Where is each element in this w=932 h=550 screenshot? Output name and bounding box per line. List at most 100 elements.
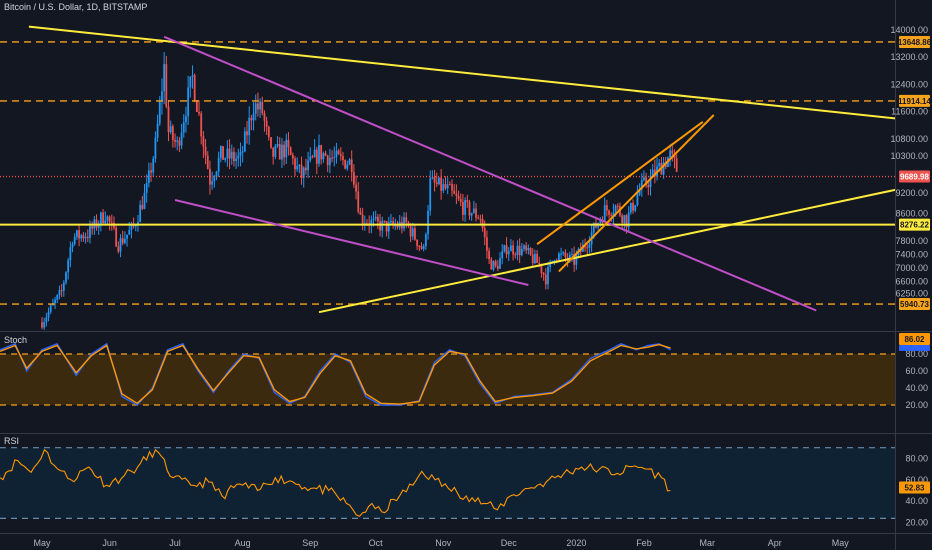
trendline-long-term-support: [318, 188, 895, 314]
candle-body: [470, 213, 473, 216]
candle-body: [440, 177, 443, 191]
candle-body: [106, 216, 109, 221]
candle-body: [466, 200, 469, 203]
candles-group: [0, 25, 895, 330]
candle-body: [154, 137, 157, 159]
candle-body: [359, 211, 362, 215]
candle-body: [499, 258, 501, 269]
stoch-tick-label: 20.00: [905, 400, 928, 410]
candle-body: [516, 245, 519, 256]
price-tick-label: 7400.00: [895, 249, 928, 259]
candle-body: [394, 225, 397, 227]
candle-body: [390, 221, 392, 223]
price-level-tag: [899, 35, 930, 48]
rsi-value-tag: [899, 481, 930, 494]
candle-body: [431, 177, 434, 179]
candle-body: [276, 144, 279, 147]
candle-body: [472, 208, 475, 214]
candle-body: [433, 177, 436, 183]
price-level-tag-label: 8276.22: [900, 221, 929, 230]
candle-body: [152, 158, 155, 173]
stoch-value-tag-2: [899, 345, 930, 351]
candle-body: [283, 144, 285, 158]
candle-body: [104, 220, 107, 224]
candle-body: [141, 204, 144, 209]
time-axis[interactable]: May Jun Jul Aug Sep Oct Nov Dec 2020 Feb Mar Apr May: [33, 538, 849, 548]
candle-body: [49, 305, 52, 312]
price-tick-label: 6250.00: [895, 289, 928, 299]
candle-body: [520, 248, 523, 256]
candle-body: [243, 131, 246, 152]
stoch-pane[interactable]: 80.00 60.00 40.00 20.00 86.02: [0, 333, 930, 410]
candle-body: [41, 322, 43, 328]
candle-body: [357, 191, 360, 212]
price-level-tag-label: 5940.73: [900, 300, 929, 309]
candle-body: [228, 148, 231, 159]
candle-body: [139, 204, 142, 223]
candle-body: [335, 150, 338, 157]
candle-body: [331, 157, 333, 159]
chart-title: Bitcoin / U.S. Dollar, 1D, BITSTAMP: [4, 2, 147, 12]
candle-body: [385, 221, 388, 232]
candle-body: [320, 145, 323, 160]
candle-body: [527, 248, 530, 251]
candle-body: [442, 184, 445, 191]
candle-body: [671, 150, 674, 154]
candle-body: [414, 228, 416, 240]
candle-body: [629, 202, 632, 213]
candle-body: [209, 168, 211, 185]
candle-body: [226, 148, 229, 159]
candle-body: [638, 189, 641, 195]
candle-body: [326, 155, 329, 166]
candle-body: [147, 170, 150, 184]
candle-body: [169, 126, 172, 133]
candle-body: [289, 147, 292, 155]
candle-body: [145, 183, 148, 193]
candle-body: [492, 261, 495, 270]
candle-body: [176, 140, 179, 142]
candle-body: [150, 170, 152, 173]
candle-body: [134, 225, 137, 227]
candle-body: [588, 244, 591, 248]
candle-body: [202, 136, 205, 147]
candle-body: [459, 198, 462, 203]
trendline-channel-lower: [174, 199, 529, 286]
time-tick-label: Jun: [102, 538, 117, 548]
candle-body: [669, 150, 672, 158]
candle-body: [486, 237, 488, 251]
candle-body: [56, 295, 59, 300]
candle-body: [252, 113, 255, 121]
time-tick-label: Oct: [369, 538, 384, 548]
candle-body: [555, 260, 558, 262]
rsi-band: [0, 447, 895, 519]
candle-body: [448, 184, 451, 186]
rsi-label: RSI: [4, 436, 19, 446]
candle-body: [647, 185, 650, 188]
candle-body: [603, 205, 606, 222]
candle-body: [246, 131, 248, 136]
price-tick-label: 11600.00: [891, 107, 928, 117]
rsi-tick-label: 80.00: [905, 453, 928, 463]
price-level-tag: [899, 170, 930, 183]
candle-body: [344, 160, 347, 169]
candle-body: [215, 171, 218, 178]
stoch-value-tag: [899, 333, 930, 345]
candle-body: [254, 103, 257, 114]
candle-body: [75, 230, 78, 237]
candle-body: [337, 150, 340, 155]
rsi-pane[interactable]: 80.00 60.00 40.00 20.00 52.83: [0, 447, 930, 528]
candle-body: [422, 246, 425, 249]
candle-body: [481, 219, 484, 228]
stoch-tick-label: 80.00: [905, 349, 928, 359]
candle-body: [315, 149, 318, 164]
candle-body: [536, 253, 538, 263]
candle-body: [640, 180, 643, 190]
candle-body: [97, 223, 100, 228]
candle-body: [233, 151, 235, 162]
price-tick-label: 8600.00: [895, 209, 928, 219]
stoch-tick-label: 40.00: [905, 383, 928, 393]
candle-body: [623, 215, 626, 223]
candle-body: [180, 132, 183, 146]
